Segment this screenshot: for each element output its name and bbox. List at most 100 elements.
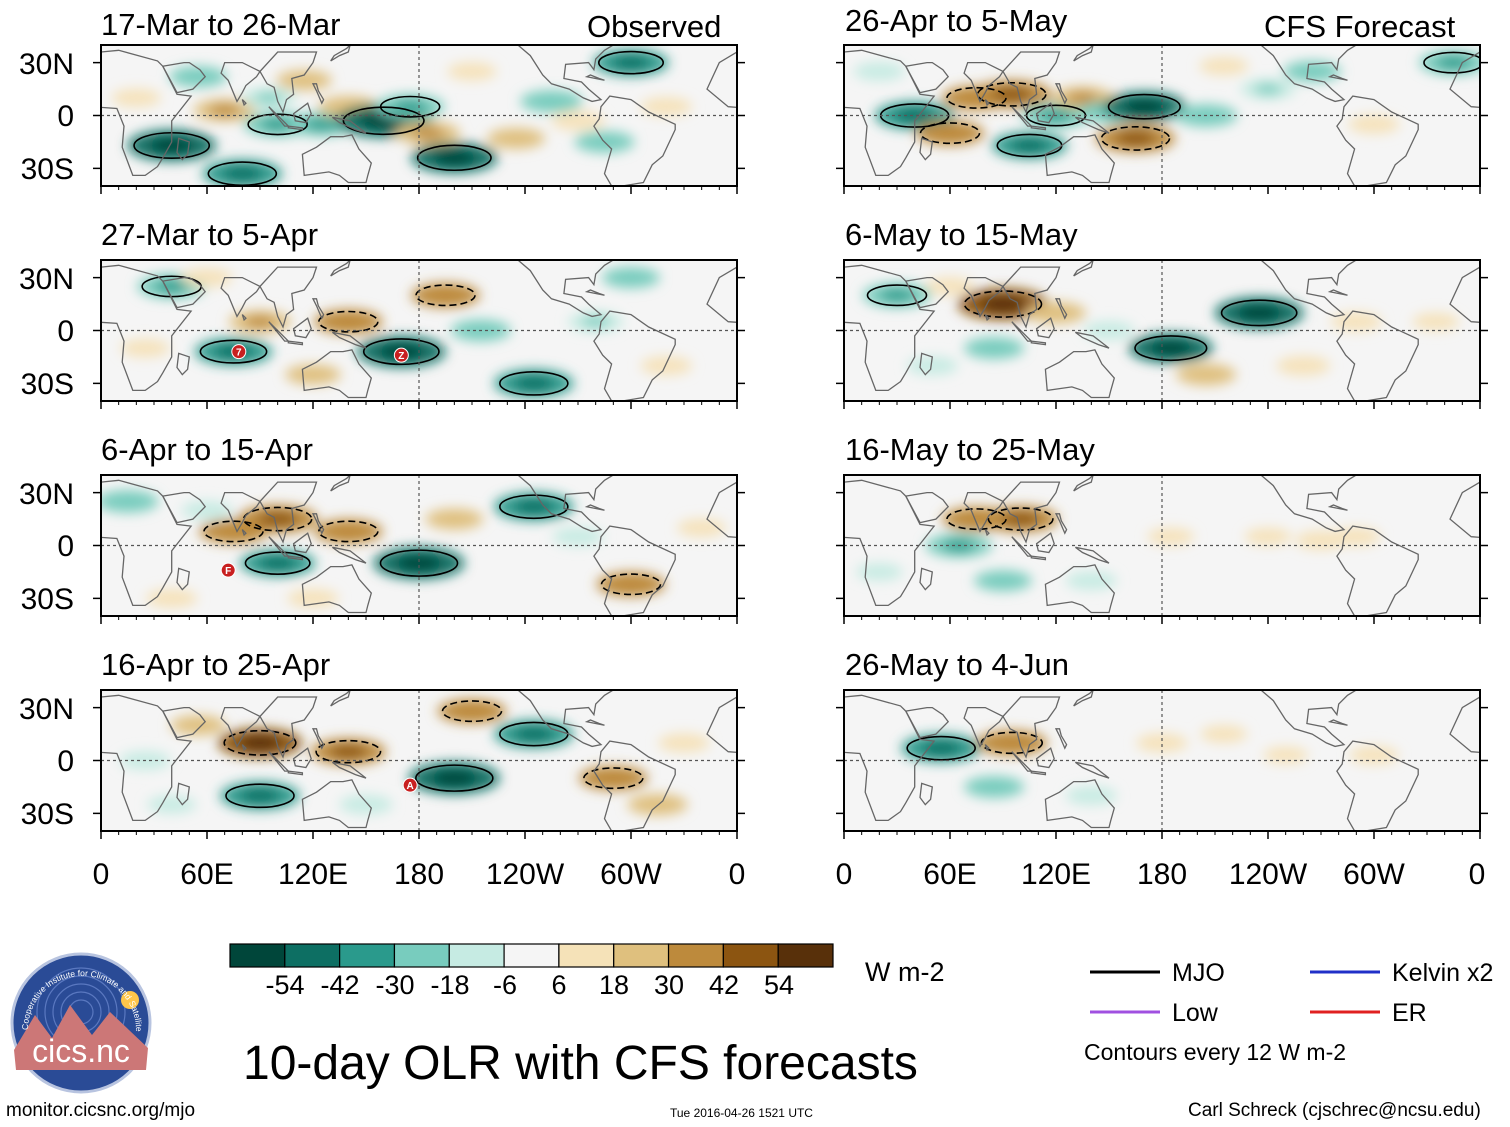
coastline-sri-lanka — [984, 99, 990, 107]
coastline-africa — [844, 49, 936, 177]
olr-anomaly-core — [392, 99, 428, 114]
coastline-africa — [101, 264, 193, 392]
olr-anomaly-core — [1040, 306, 1072, 319]
coastline-java — [287, 555, 304, 561]
coastline-arabia — [799, 708, 841, 738]
mjo-contour — [1423, 51, 1480, 74]
coastline-south-america — [1336, 95, 1419, 186]
coastline-australia — [1044, 564, 1116, 614]
coastline-java — [1030, 125, 1047, 131]
olr-anomaly-core — [513, 498, 554, 515]
olr-anomaly-core — [431, 769, 478, 787]
mjo-contour — [362, 338, 440, 366]
coastline-japan — [330, 475, 351, 492]
map-panel-5: F — [93, 474, 825, 624]
olr-anomaly — [906, 356, 959, 376]
coastlines — [101, 45, 737, 186]
olr-anomaly — [1147, 527, 1195, 546]
coastline-north-america — [516, 260, 615, 318]
lon-tick-60w: 60W — [1343, 858, 1405, 891]
lon-tick-60w: 60W — [600, 858, 662, 891]
main-title: 10-day OLR with CFS forecasts — [243, 1037, 918, 1090]
coastlines — [101, 690, 841, 831]
olr-anomaly-core — [596, 771, 631, 785]
lat-tick-30n: 30N — [18, 263, 74, 296]
logo-mountains — [14, 1005, 148, 1070]
anomaly-field — [901, 725, 1399, 806]
olr-anomaly-core — [1115, 130, 1156, 147]
map-panel-8 — [836, 689, 1488, 839]
lon-tick-60e: 60E — [923, 858, 977, 891]
olr-anomaly-core — [980, 295, 1026, 313]
olr-anomaly-core — [329, 744, 368, 760]
olr-anomaly — [1065, 786, 1118, 806]
coastline-cuba — [584, 74, 605, 81]
olr-anomaly — [640, 97, 693, 117]
coastline-sumatra — [268, 536, 290, 557]
coastline-madagascar — [176, 782, 191, 806]
olr-anomaly-core — [257, 511, 298, 527]
lon-tick-120e: 120E — [277, 858, 349, 891]
coastline-india — [220, 276, 261, 318]
storm-marker — [402, 777, 418, 793]
olr-anomaly-core — [921, 740, 962, 756]
coastline-new-guinea — [1075, 546, 1110, 564]
coastline-japan — [330, 690, 351, 707]
coastline-java — [287, 125, 304, 131]
coastline-madagascar — [813, 783, 825, 804]
coastline-madagascar — [813, 353, 825, 374]
coastlines — [844, 260, 1480, 401]
coastline-madagascar — [813, 568, 825, 589]
coastline-borneo — [1035, 102, 1055, 124]
coastline-cuba — [1327, 719, 1348, 726]
lon-tick-0-end: 0 — [1468, 858, 1486, 891]
olr-anomaly-core — [1066, 91, 1099, 105]
mjo-contour — [244, 551, 311, 575]
mjo-contour — [441, 700, 503, 723]
mjo-contour — [600, 573, 662, 596]
lat-tick-eq: 0 — [57, 745, 74, 778]
olr-anomaly-core — [1001, 511, 1040, 527]
coastline-cuba — [584, 504, 605, 511]
olr-anomaly-core — [932, 126, 968, 140]
colorbar-swatch — [777, 943, 834, 968]
olr-anomaly — [1200, 725, 1248, 743]
coastline-new-guinea — [332, 546, 367, 564]
olr-anomaly — [1065, 571, 1118, 591]
mjo-contours — [141, 275, 569, 396]
coastline-africa — [101, 49, 193, 177]
coastline-africa — [101, 694, 193, 822]
coastline-cuba — [1327, 74, 1348, 81]
coastline-south-america — [593, 740, 676, 831]
coastline-japan — [330, 260, 351, 277]
olr-anomaly-core — [258, 555, 297, 571]
panel-title-6: 16-May to 25-May — [845, 432, 1095, 467]
olr-anomaly — [855, 563, 903, 581]
coastline-arabia — [161, 491, 207, 524]
coastline-sumatra — [268, 106, 290, 127]
coastlines — [844, 690, 1480, 831]
olr-anomaly-core — [331, 314, 366, 329]
axis-ticks — [836, 61, 1488, 194]
coastline-arabia — [161, 61, 207, 94]
lat-tick-eq: 0 — [57, 530, 74, 563]
coastline-sumatra — [1011, 536, 1033, 557]
olr-anomaly-core — [501, 132, 531, 145]
olr-anomaly — [677, 518, 727, 538]
coastline-cuba — [1327, 504, 1348, 511]
axis-ticks — [836, 491, 1488, 624]
logo-text: cics.nc — [32, 1033, 130, 1069]
coastline-north-america — [516, 45, 615, 103]
coastlines — [101, 260, 841, 401]
coastline-arabia — [799, 278, 841, 308]
olr-anomaly-core — [994, 735, 1030, 750]
olr-anomaly-core — [612, 55, 650, 71]
coastline-japan — [1073, 45, 1094, 62]
olr-anomaly — [147, 795, 197, 814]
contour-note: Contours every 12 W m-2 — [1084, 1039, 1347, 1065]
coastline-philippines — [1054, 728, 1068, 750]
axis-ticks — [93, 61, 745, 194]
coastline-borneo — [292, 747, 312, 769]
colorbar-swatch — [613, 943, 670, 968]
